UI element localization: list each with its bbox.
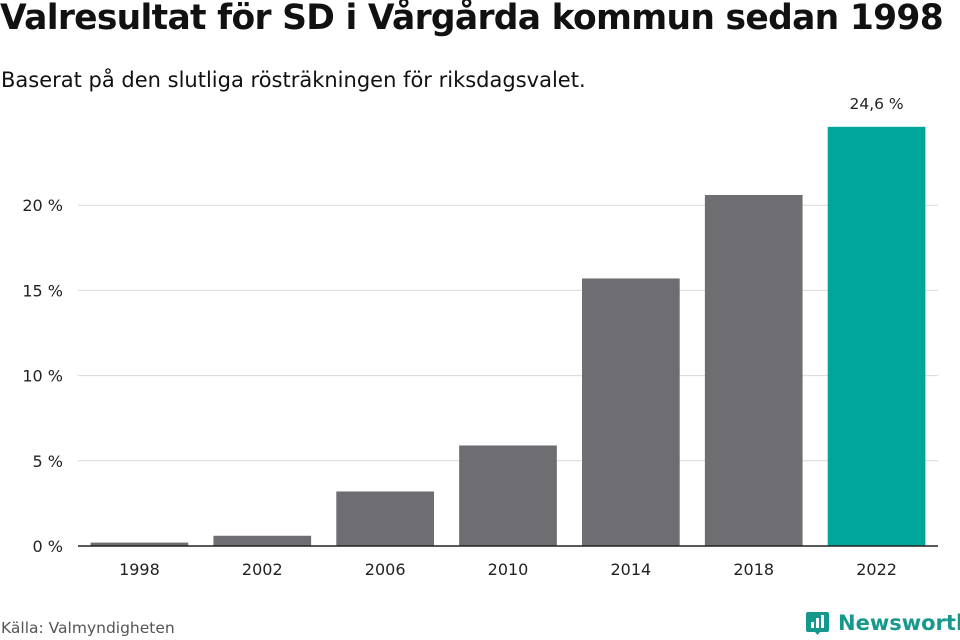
- chart-subtitle: Baserat på den slutliga rösträkningen fö…: [1, 68, 586, 92]
- bar-2014: [582, 278, 680, 546]
- x-tick-label: 1998: [119, 560, 160, 579]
- y-axis-ticks: 0 % 5 % 10 % 15 % 20 %: [22, 196, 63, 556]
- y-tick-label: 20 %: [22, 196, 63, 215]
- x-tick-label: 2006: [365, 560, 406, 579]
- x-tick-label: 2010: [488, 560, 529, 579]
- x-tick-label: 2002: [242, 560, 283, 579]
- gridlines: [78, 204, 938, 462]
- brand-logo: Newsworthy: [805, 609, 960, 637]
- y-tick-label: 15 %: [22, 281, 63, 300]
- bar-2018: [704, 194, 803, 546]
- bar-chart: 0 % 5 % 10 % 15 % 20 % 24,6 % 1998 2002 2006 20…: [22, 95, 938, 579]
- bar-2002: [213, 535, 312, 546]
- bar-2010: [459, 445, 557, 546]
- x-tick-label: 2018: [733, 560, 774, 579]
- bar-1998: [90, 542, 189, 546]
- x-tick-label: 2022: [856, 560, 897, 579]
- data-labels: 24,6 %: [849, 95, 903, 113]
- y-tick-label: 10 %: [22, 367, 63, 386]
- x-axis-ticks: 1998 2002 2006 2010 2014 2018 2022: [119, 560, 897, 579]
- data-label-2022: 24,6 %: [849, 95, 903, 113]
- brand-name: Newsworthy: [838, 611, 960, 635]
- source-note: Källa: Valmyndigheten: [1, 619, 175, 637]
- newsworthy-logo-icon: [806, 611, 829, 635]
- y-tick-label: 0 %: [33, 537, 63, 556]
- y-tick-label: 5 %: [33, 452, 63, 471]
- bar-2006: [336, 491, 434, 546]
- chart-title: Valresultat för SD i Vårgårda kommun sed…: [0, 0, 944, 38]
- bar-2022: [827, 126, 926, 546]
- bars: [90, 126, 926, 546]
- x-tick-label: 2014: [610, 560, 651, 579]
